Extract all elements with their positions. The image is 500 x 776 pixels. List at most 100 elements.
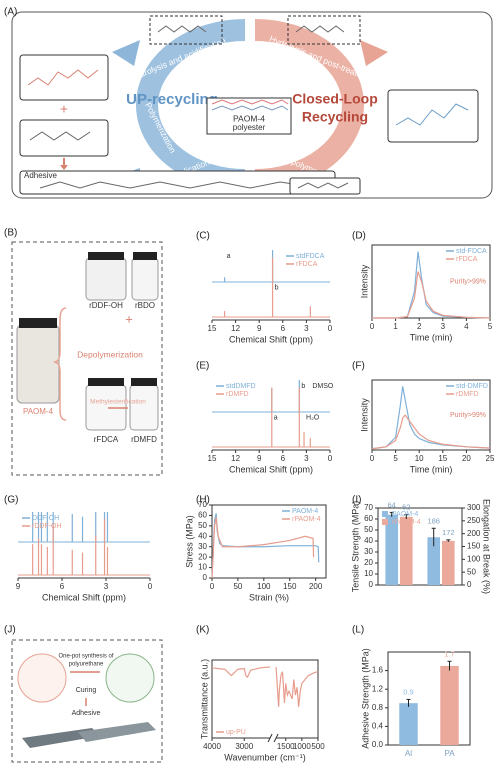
- x-tick-label: 15: [208, 324, 217, 333]
- y-tick-label: 0.8: [372, 703, 384, 712]
- panel-j: (J) One-pot synthesis of polyurethane Cu…: [4, 625, 163, 763]
- x-tick-label: 5: [393, 454, 398, 463]
- y-axis-label: Intensity: [359, 398, 369, 432]
- legend-label: rPAOM-4: [292, 516, 321, 523]
- series-line: [211, 513, 320, 579]
- jar: [129, 384, 159, 431]
- y-tick-label: 20: [364, 558, 373, 567]
- legend-label: stdDMFD: [226, 383, 256, 390]
- x-tick-label: PA: [444, 749, 455, 758]
- x-tick-label: 10: [415, 454, 424, 463]
- legend-label: rDMFD: [456, 391, 479, 398]
- x-axis-label: Chemical Shift (ppm): [42, 592, 126, 602]
- y-tick-label: 60: [198, 511, 207, 520]
- x-tick-label: 100: [257, 582, 271, 591]
- molecule-sketch: [27, 69, 99, 86]
- x-tick-label: 6: [281, 454, 286, 463]
- legend-label: rFDCA: [296, 261, 318, 268]
- y-tick-label: 70: [198, 500, 207, 509]
- plus: +: [125, 311, 133, 326]
- value-label: 0.9: [403, 687, 413, 696]
- sample-label: rDDF-OH: [89, 301, 123, 310]
- series-line: [372, 271, 491, 319]
- x-tick-label: 6: [60, 582, 65, 591]
- x-tick-label: 3: [441, 322, 446, 331]
- x-tick-label: 6: [281, 324, 286, 333]
- series-line: [275, 666, 319, 707]
- y-tick-label: 50: [198, 521, 207, 530]
- arrow-head: [112, 40, 140, 66]
- peak-label: a: [227, 253, 231, 260]
- x-tick-label: 3: [104, 582, 109, 591]
- plot-frame: [371, 244, 491, 319]
- y2-tick-label: 100: [467, 554, 481, 563]
- molecule-sketch: [157, 25, 207, 33]
- y2-tick-label: 150: [467, 542, 481, 551]
- x-tick-label: 9: [257, 454, 262, 463]
- jar: [16, 324, 60, 404]
- y-tick-label: 20: [198, 552, 207, 561]
- series-line: [211, 666, 271, 679]
- arrow-head: [360, 40, 388, 66]
- process-label: polyurethane: [69, 662, 104, 668]
- y2-tick-label: 250: [467, 516, 481, 525]
- y2-tick-label: 200: [467, 529, 481, 538]
- x-tick-label: 20: [462, 454, 471, 463]
- process-label: Curing: [76, 687, 97, 694]
- x-axis-label: Time (min): [410, 332, 453, 342]
- plot-frame: [371, 379, 491, 451]
- product-label: Adhesive: [24, 171, 57, 180]
- x-tick-label: 9: [16, 582, 21, 591]
- sample-label: rBDO: [135, 301, 155, 310]
- value-label: 172: [442, 528, 455, 537]
- panel-label: (C): [196, 231, 210, 242]
- plot-frame: [387, 651, 471, 746]
- x-tick-label: 1500: [277, 742, 295, 751]
- panel-label: (K): [196, 625, 209, 636]
- x-tick-label: 3: [304, 454, 309, 463]
- bar: [442, 540, 455, 585]
- x-tick-label: 12: [231, 454, 240, 463]
- center-label: PAOM-4: [233, 113, 265, 123]
- x-tick-label: 0: [370, 322, 375, 331]
- sample-label: rFDCA: [94, 435, 119, 444]
- x-tick-label: 200: [309, 582, 323, 591]
- panel-frame: [11, 639, 163, 763]
- panel-label: (D): [352, 231, 366, 242]
- y-tick-label: 10: [198, 563, 207, 572]
- process-label: One-pot synthesis of: [58, 654, 113, 660]
- panel-label: (L): [352, 625, 364, 636]
- jar-lid: [19, 318, 57, 328]
- jar: [85, 257, 127, 301]
- y2-tick-label: 50: [467, 567, 476, 576]
- molecule-box: [287, 15, 361, 45]
- annotation: Purity>99%: [450, 278, 486, 285]
- panel-label: (H): [196, 495, 210, 506]
- x-tick-label: 25: [486, 454, 495, 463]
- molecule-box: [387, 89, 479, 143]
- y-tick-label: 70: [364, 503, 373, 512]
- molecule-box: [19, 119, 109, 157]
- molecule-sketch: [297, 182, 349, 189]
- x-tick-label: 1: [393, 322, 398, 331]
- bracket: [53, 307, 67, 421]
- legend-label: rDDF-OH: [32, 523, 62, 530]
- chain-sketch: [211, 99, 289, 105]
- y2-axis-label: Elongation at Break (%): [482, 499, 492, 594]
- y-tick-label: 0.4: [372, 722, 384, 731]
- center-box: [206, 97, 292, 135]
- x-tick-label: 15: [208, 454, 217, 463]
- annotation: Purity>99%: [450, 412, 486, 419]
- y-tick-label: 1.2: [372, 684, 384, 693]
- y2-tick-label: 0: [467, 580, 472, 589]
- bar: [399, 703, 418, 745]
- series-line: [371, 413, 491, 450]
- route-title: UP-recycling: [126, 91, 218, 108]
- reactant-circle: [17, 653, 67, 703]
- panel-label: (E): [196, 361, 209, 372]
- molecule-box: [289, 177, 361, 195]
- y-tick-label: 60: [364, 514, 373, 523]
- panel-label: (A): [4, 7, 17, 18]
- jar-lid: [133, 252, 157, 260]
